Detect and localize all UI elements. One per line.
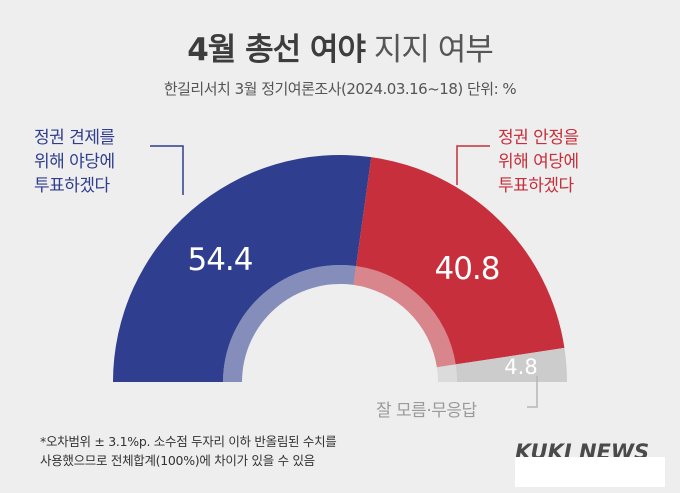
slice-0 — [113, 154, 372, 382]
inner-ring-segment-1 — [353, 266, 456, 368]
title-bold: 4월 총선 여야 — [187, 32, 366, 68]
title-light: 지지 여부 — [373, 32, 494, 68]
footnote-line: 사용했으므로 전체합계(100%)에 차이가 있을 수 있음 — [40, 453, 315, 468]
value-label-ruling: 40.8 — [434, 251, 499, 287]
series-label-opposition: 정권 견제를 위해 야당에 투표하겠다 — [34, 126, 115, 198]
series-label-line: 투표하겠다 — [498, 176, 574, 196]
series-label-line: 정권 안정을 — [498, 128, 579, 148]
leader-lines — [150, 145, 538, 408]
footnote-line: *오차범위 ± 3.1%p. 소수점 두자리 이하 반올림된 수치를 — [40, 434, 337, 449]
series-label-line: 정권 견제를 — [34, 128, 115, 148]
leader-line-gray — [527, 376, 538, 408]
chart-slices — [113, 154, 567, 382]
series-label-line: 위해 야당에 — [34, 152, 115, 172]
inner-ring-segment-0 — [223, 265, 357, 382]
slice-1 — [356, 157, 565, 365]
chart-subtitle: 한길리서치 3월 정기여론조사(2024.03.16~18) 단위: % — [163, 80, 517, 98]
series-label-unknown: 잘 모름·무응답 — [376, 401, 477, 421]
logo-overlay — [515, 457, 665, 487]
value-labels: 54.4 40.8 4.8 — [187, 242, 537, 379]
leader-line-left — [150, 145, 184, 195]
footnote: *오차범위 ± 3.1%p. 소수점 두자리 이하 반올림된 수치를 사용했으므… — [40, 432, 337, 470]
chart-title: 4월 총선 여야 지지 여부 — [0, 24, 680, 69]
series-label-line: 투표하겠다 — [34, 176, 110, 196]
inner-ring-segment-2 — [436, 364, 457, 382]
series-label-line: 위해 여당에 — [498, 152, 579, 172]
value-label-unknown: 4.8 — [504, 355, 537, 379]
slice-2 — [455, 347, 567, 382]
value-label-opposition: 54.4 — [187, 242, 252, 278]
leader-line-right — [456, 145, 490, 185]
series-label-ruling: 정권 안정을 위해 여당에 투표하겠다 — [498, 126, 579, 198]
inner-ring — [223, 265, 457, 382]
